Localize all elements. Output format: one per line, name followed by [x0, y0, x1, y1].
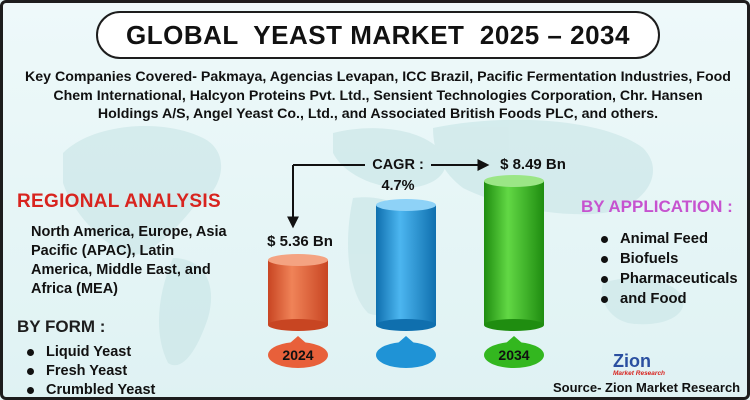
- form-item-label: Liquid Yeast: [46, 344, 132, 360]
- page-title: GLOBAL YEAST MARKET 2025 – 2034: [126, 19, 630, 50]
- year-badge-2034: 2034: [484, 336, 544, 368]
- bullet-icon: [601, 235, 608, 243]
- bullet-icon: [27, 349, 34, 356]
- source-text: Source- Zion Market Research: [553, 380, 741, 395]
- key-companies-text: Key Companies Covered- Pakmaya, Agencias…: [25, 69, 731, 122]
- list-item: and Food: [601, 289, 738, 309]
- regional-analysis-title: REGIONAL ANALYSIS: [17, 191, 221, 212]
- cylinder-bar-middle: [376, 199, 436, 331]
- start-year-label: 2024: [282, 347, 313, 363]
- year-badge-middle: [376, 336, 436, 368]
- bullet-icon: [27, 368, 34, 375]
- logo-sub-text: Market Research: [613, 370, 666, 377]
- year-badge-2024: 2024: [268, 336, 328, 368]
- by-application-list: Animal Feed Biofuels Pharmaceuticals and…: [601, 229, 738, 309]
- bullet-icon: [601, 275, 608, 283]
- application-item-label: Pharmaceuticals: [620, 271, 738, 287]
- bullet-icon: [601, 255, 608, 263]
- cylinder-bar-2034: [484, 175, 544, 331]
- logo-main-text: Zion: [613, 351, 651, 371]
- end-year-label: 2034: [498, 347, 529, 363]
- start-value-label: $ 5.36 Bn: [267, 233, 333, 250]
- title-banner: GLOBAL YEAST MARKET 2025 – 2034: [96, 11, 660, 59]
- form-item-label: Crumbled Yeast: [46, 382, 156, 398]
- company-logo: Zion Market Research: [613, 352, 675, 378]
- by-form-list: Liquid Yeast Fresh Yeast Crumbled Yeast: [27, 343, 156, 398]
- list-item: Crumbled Yeast: [27, 381, 156, 398]
- application-item-label: Biofuels: [620, 251, 679, 267]
- list-item: Liquid Yeast: [27, 343, 155, 362]
- list-item: Animal Feed: [601, 229, 738, 249]
- cylinder-bar-2024: [268, 254, 328, 331]
- list-item: Pharmaceuticals: [601, 269, 738, 289]
- by-form-title: BY FORM :: [17, 317, 106, 336]
- regional-analysis-text: North America, Europe, Asia Pacific (APA…: [31, 224, 227, 297]
- application-item-label: and Food: [620, 291, 687, 307]
- end-value-label: $ 8.49 Bn: [500, 156, 566, 173]
- market-size-chart: CAGR : 4.7% $ 8.49 Bn $ 5.36 Bn 2024: [267, 156, 566, 368]
- list-item: Fresh Yeast: [27, 362, 155, 381]
- list-item: Biofuels: [601, 249, 738, 269]
- cagr-value: 4.7%: [381, 178, 414, 194]
- form-item-label: Fresh Yeast: [46, 363, 128, 379]
- cagr-label: CAGR :: [372, 157, 424, 173]
- bullet-icon: [601, 295, 608, 303]
- bullet-icon: [27, 387, 34, 394]
- by-application-title: BY APPLICATION :: [581, 197, 733, 216]
- application-item-label: Animal Feed: [620, 231, 708, 247]
